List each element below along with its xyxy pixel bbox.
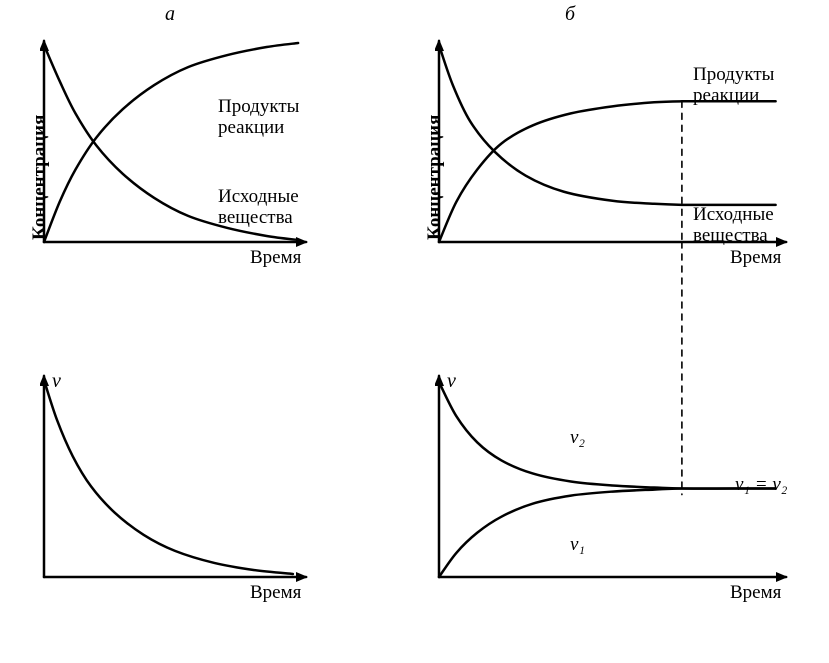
curve-a_bottom-rate xyxy=(44,380,293,574)
x-axis-label-a_top: Время xyxy=(250,248,301,269)
y-axis-label-a_bottom: v xyxy=(52,370,61,392)
figure-root: абПродукты реакцииИсходные веществаВремя… xyxy=(0,0,829,663)
curve-label-b_bottom-v2: v₂ xyxy=(570,428,585,449)
curve-b_bottom-v1 xyxy=(439,488,776,577)
curve-label-b_bottom-v1: v₁ xyxy=(570,535,585,556)
y-axis-label-b_top: Концентрация xyxy=(425,115,446,240)
column-title-b: б xyxy=(565,3,575,25)
y-axis-label-a_top: Концентрация xyxy=(30,115,51,240)
eq-label-b_bottom: v₁ = v₂ xyxy=(735,475,787,496)
x-axis-label-a_bottom: Время xyxy=(250,583,301,604)
x-axis-label-b_top: Время xyxy=(730,248,781,269)
curve-label-a_top-products: Продукты реакции xyxy=(218,97,299,139)
curve-label-b_top-reactants: Исходные вещества xyxy=(693,205,774,247)
curve-label-b_top-products: Продукты реакции xyxy=(693,65,774,107)
curve-label-a_top-reactants: Исходные вещества xyxy=(218,187,299,229)
column-title-a: а xyxy=(165,3,175,25)
panel-a_bottom: v Время xyxy=(40,370,320,605)
panel-a_top: Продукты реакции Исходные вещества Время xyxy=(40,35,320,270)
curve-b_bottom-v2 xyxy=(439,382,776,489)
y-axis-label-b_bottom: v xyxy=(447,370,456,392)
chart-a_bottom xyxy=(40,370,320,605)
panel-b_bottom: v₂ v₁ v₁ = v₂ v Время xyxy=(435,370,800,605)
panel-b_top: Продукты реакции Исходные веществаВремя xyxy=(435,35,800,270)
chart-a_top xyxy=(40,35,320,270)
x-axis-label-b_bottom: Время xyxy=(730,583,781,604)
